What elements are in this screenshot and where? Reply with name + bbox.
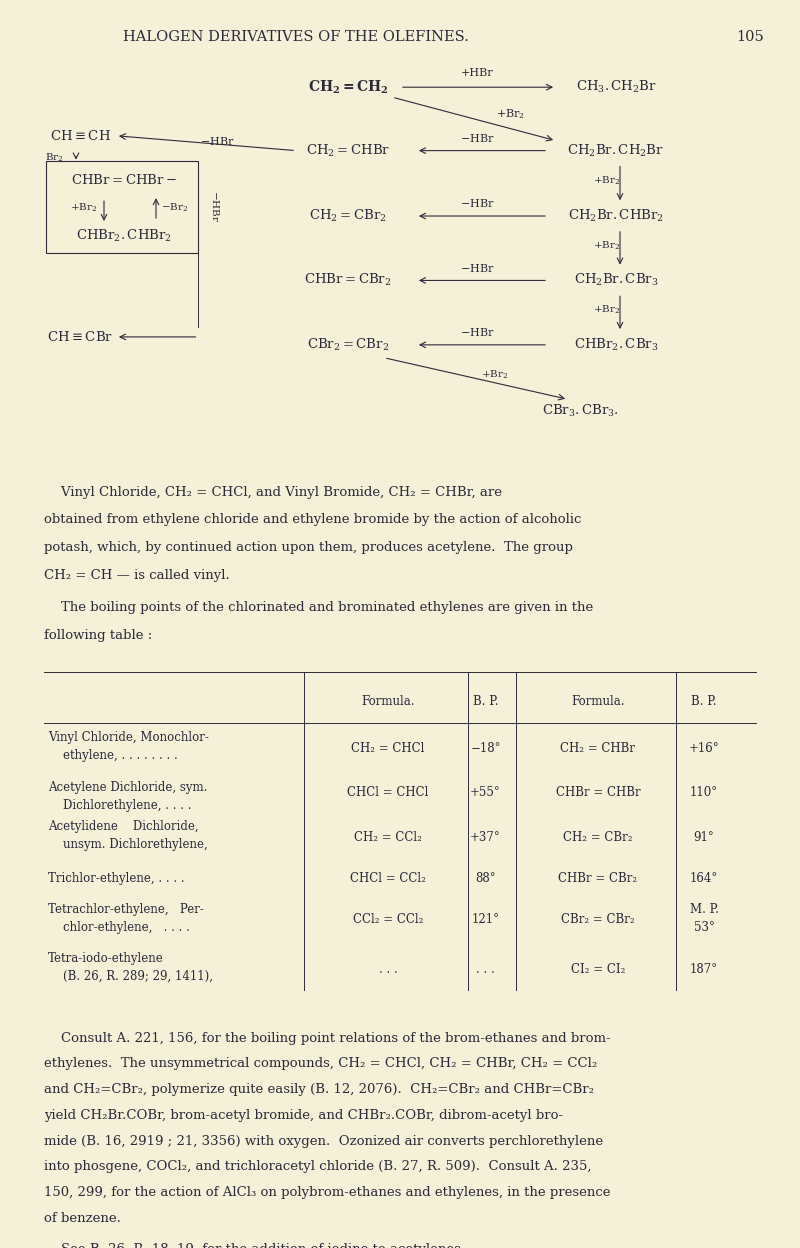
Text: (B. 26, R. 289; 29, 1411),: (B. 26, R. 289; 29, 1411), (48, 970, 213, 983)
Text: $-$HBr: $-$HBr (460, 132, 495, 144)
Text: $\mathregular{CH_2Br.CHBr_2}$: $\mathregular{CH_2Br.CHBr_2}$ (568, 208, 664, 225)
Text: $\mathregular{+Br_2}$: $\mathregular{+Br_2}$ (70, 202, 98, 215)
Text: CH₂ = CH — is called vinyl.: CH₂ = CH — is called vinyl. (44, 569, 230, 582)
Text: CHCl = CHCl: CHCl = CHCl (347, 786, 429, 799)
Text: $\mathregular{+Br_2}$: $\mathregular{+Br_2}$ (593, 305, 620, 317)
Text: 110°: 110° (690, 786, 718, 799)
Text: $\mathregular{+Br_2}$: $\mathregular{+Br_2}$ (593, 175, 620, 187)
Text: $\mathregular{+Br_2}$: $\mathregular{+Br_2}$ (481, 368, 508, 381)
Text: M. P.: M. P. (690, 902, 718, 916)
Text: 164°: 164° (690, 872, 718, 885)
Text: $\mathregular{CBr_2{=}CBr_2}$: $\mathregular{CBr_2{=}CBr_2}$ (307, 337, 389, 353)
Text: CHBr = CHBr: CHBr = CHBr (556, 786, 640, 799)
Text: CH₂ = CHBr: CH₂ = CHBr (561, 741, 635, 755)
Text: $\mathregular{CHBr_2.CHBr_2}$: $\mathregular{CHBr_2.CHBr_2}$ (76, 228, 172, 243)
Text: $\mathregular{-Br_2}$: $\mathregular{-Br_2}$ (161, 202, 188, 215)
Text: $\mathregular{CH{\equiv}CH}$: $\mathregular{CH{\equiv}CH}$ (50, 129, 110, 142)
Text: $\mathregular{CH{\equiv}CBr}$: $\mathregular{CH{\equiv}CBr}$ (47, 329, 113, 344)
Text: +16°: +16° (689, 741, 719, 755)
Text: −18°: −18° (470, 741, 501, 755)
Text: $\mathregular{CHBr{=}CHBr-}$: $\mathregular{CHBr{=}CHBr-}$ (71, 173, 177, 187)
Text: HALOGEN DERIVATIVES OF THE OLEFINES.: HALOGEN DERIVATIVES OF THE OLEFINES. (123, 30, 469, 44)
Text: +37°: +37° (470, 831, 501, 844)
Text: Acetylidene    Dichloride,: Acetylidene Dichloride, (48, 820, 198, 834)
Text: 53°: 53° (694, 921, 714, 934)
Text: $-$HBr: $-$HBr (200, 135, 235, 147)
Text: Formula.: Formula. (571, 695, 625, 708)
Text: chlor-ethylene,   . . . .: chlor-ethylene, . . . . (48, 921, 190, 934)
Text: Tetra-iodo-ethylene: Tetra-iodo-ethylene (48, 952, 164, 965)
Text: See B. 26, R. 18, 19, for the addition of iodine to acetylenes.: See B. 26, R. 18, 19, for the addition o… (44, 1243, 465, 1248)
Text: $\mathregular{CH_2Br.CBr_3}$: $\mathregular{CH_2Br.CBr_3}$ (574, 272, 658, 288)
Text: 88°: 88° (475, 872, 496, 885)
Text: following table :: following table : (44, 629, 152, 643)
Text: Formula.: Formula. (362, 695, 414, 708)
Text: Dichlorethylene, . . . .: Dichlorethylene, . . . . (48, 799, 191, 811)
Text: CH₂ = CHCl: CH₂ = CHCl (351, 741, 425, 755)
Text: $\mathregular{CHBr{=}CBr_2}$: $\mathregular{CHBr{=}CBr_2}$ (304, 272, 392, 288)
Text: unsym. Dichlorethylene,: unsym. Dichlorethylene, (48, 839, 208, 851)
Text: Consult A. 221, 156, for the boiling point relations of the brom-ethanes and bro: Consult A. 221, 156, for the boiling poi… (44, 1032, 610, 1045)
Text: into phosgene, COCl₂, and trichloracetyl chloride (B. 27, R. 509).  Consult A. 2: into phosgene, COCl₂, and trichloracetyl… (44, 1161, 591, 1173)
Text: $-$HBr: $-$HBr (460, 197, 495, 210)
Text: CCl₂ = CCl₂: CCl₂ = CCl₂ (353, 914, 423, 926)
Text: mide (B. 16, 2919 ; 21, 3356) with oxygen.  Ozonized air converts perchlorethyle: mide (B. 16, 2919 ; 21, 3356) with oxyge… (44, 1134, 603, 1148)
Text: $\mathregular{Br_2}$: $\mathregular{Br_2}$ (45, 152, 64, 165)
Text: Vinyl Chloride, CH₂ = CHCl, and Vinyl Bromide, CH₂ = CHBr, are: Vinyl Chloride, CH₂ = CHCl, and Vinyl Br… (44, 485, 502, 498)
Text: The boiling points of the chlorinated and brominated ethylenes are given in the: The boiling points of the chlorinated an… (44, 602, 594, 614)
Text: Tetrachlor-ethylene,   Per-: Tetrachlor-ethylene, Per- (48, 902, 204, 916)
Text: $-$HBr: $-$HBr (460, 262, 495, 273)
Text: CHBr = CBr₂: CHBr = CBr₂ (558, 872, 638, 885)
Text: 150, 299, for the action of AlCl₃ on polybrom-ethanes and ethylenes, in the pres: 150, 299, for the action of AlCl₃ on pol… (44, 1186, 610, 1199)
Text: of benzene.: of benzene. (44, 1212, 121, 1224)
Text: 187°: 187° (690, 962, 718, 976)
Text: ethylenes.  The unsymmetrical compounds, CH₂ = CHCl, CH₂ = CHBr, CH₂ = CCl₂: ethylenes. The unsymmetrical compounds, … (44, 1057, 598, 1071)
Text: Acetylene Dichloride, sym.: Acetylene Dichloride, sym. (48, 781, 207, 794)
Text: $\mathregular{+Br_2}$: $\mathregular{+Br_2}$ (496, 107, 525, 121)
Text: +HBr: +HBr (462, 69, 494, 79)
Text: 121°: 121° (472, 914, 499, 926)
Text: Vinyl Chloride, Monochlor-: Vinyl Chloride, Monochlor- (48, 731, 209, 744)
Text: obtained from ethylene chloride and ethylene bromide by the action of alcoholic: obtained from ethylene chloride and ethy… (44, 513, 582, 527)
Text: potash, which, by continued action upon them, produces acetylene.  The group: potash, which, by continued action upon … (44, 542, 573, 554)
Text: $\mathregular{+Br_2}$: $\mathregular{+Br_2}$ (593, 240, 620, 252)
Text: CI₂ = CI₂: CI₂ = CI₂ (571, 962, 625, 976)
Text: CH₂ = CCl₂: CH₂ = CCl₂ (354, 831, 422, 844)
Text: $\mathregular{CH_2{=}CHBr}$: $\mathregular{CH_2{=}CHBr}$ (306, 142, 390, 158)
Text: . . .: . . . (378, 962, 398, 976)
Text: CH₂ = CBr₂: CH₂ = CBr₂ (563, 831, 633, 844)
Text: $\mathregular{CH_2Br.CH_2Br}$: $\mathregular{CH_2Br.CH_2Br}$ (567, 142, 665, 158)
Text: . . .: . . . (476, 962, 495, 976)
Text: +55°: +55° (470, 786, 501, 799)
Text: 105: 105 (736, 30, 764, 44)
Text: $\mathregular{CBr_3.CBr_3.}$: $\mathregular{CBr_3.CBr_3.}$ (542, 403, 618, 419)
Text: $\mathregular{CH_3.CH_2Br}$: $\mathregular{CH_3.CH_2Br}$ (575, 79, 657, 95)
Text: $\mathregular{CH_2{=}CH_2}$: $\mathregular{CH_2{=}CH_2}$ (308, 79, 388, 96)
Text: Trichlor-ethylene, . . . .: Trichlor-ethylene, . . . . (48, 872, 185, 885)
Text: 91°: 91° (694, 831, 714, 844)
Text: B. P.: B. P. (473, 695, 498, 708)
Text: CHCl = CCl₂: CHCl = CCl₂ (350, 872, 426, 885)
Text: CBr₂ = CBr₂: CBr₂ = CBr₂ (561, 914, 635, 926)
Text: ethylene, . . . . . . . .: ethylene, . . . . . . . . (48, 749, 178, 763)
Text: $\mathregular{CHBr_2.CBr_3}$: $\mathregular{CHBr_2.CBr_3}$ (574, 337, 658, 353)
Text: and CH₂=CBr₂, polymerize quite easily (B. 12, 2076).  CH₂=CBr₂ and CHBr=CBr₂: and CH₂=CBr₂, polymerize quite easily (B… (44, 1083, 594, 1096)
Bar (46, 161, 198, 252)
Text: yield CH₂Br.COBr, brom-acetyl bromide, and CHBr₂.COBr, dibrom-acetyl bro-: yield CH₂Br.COBr, brom-acetyl bromide, a… (44, 1108, 563, 1122)
Text: $\mathregular{CH_2{=}CBr_2}$: $\mathregular{CH_2{=}CBr_2}$ (309, 208, 387, 225)
Text: B. P.: B. P. (691, 695, 717, 708)
Text: $-$HBr: $-$HBr (210, 191, 222, 222)
Text: $-$HBr: $-$HBr (460, 326, 495, 338)
